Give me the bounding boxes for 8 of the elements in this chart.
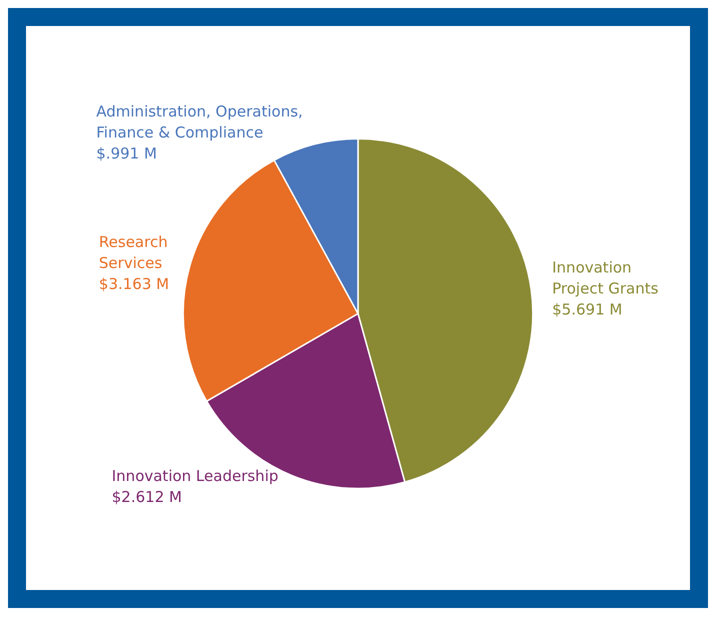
data-label: $3.163 M [98, 275, 170, 294]
slice-label: Administration, Operations, Finance & Compliance [96, 102, 303, 142]
slice-label: Innovation Project Grants [552, 258, 659, 298]
data-label: $2.612 M [112, 488, 182, 506]
slice-label: Research Services [98, 233, 168, 272]
slice-label: Innovation Leadership [112, 467, 278, 486]
data-label: $5.691 M [552, 300, 622, 318]
data-label: $.991 M [96, 144, 157, 163]
